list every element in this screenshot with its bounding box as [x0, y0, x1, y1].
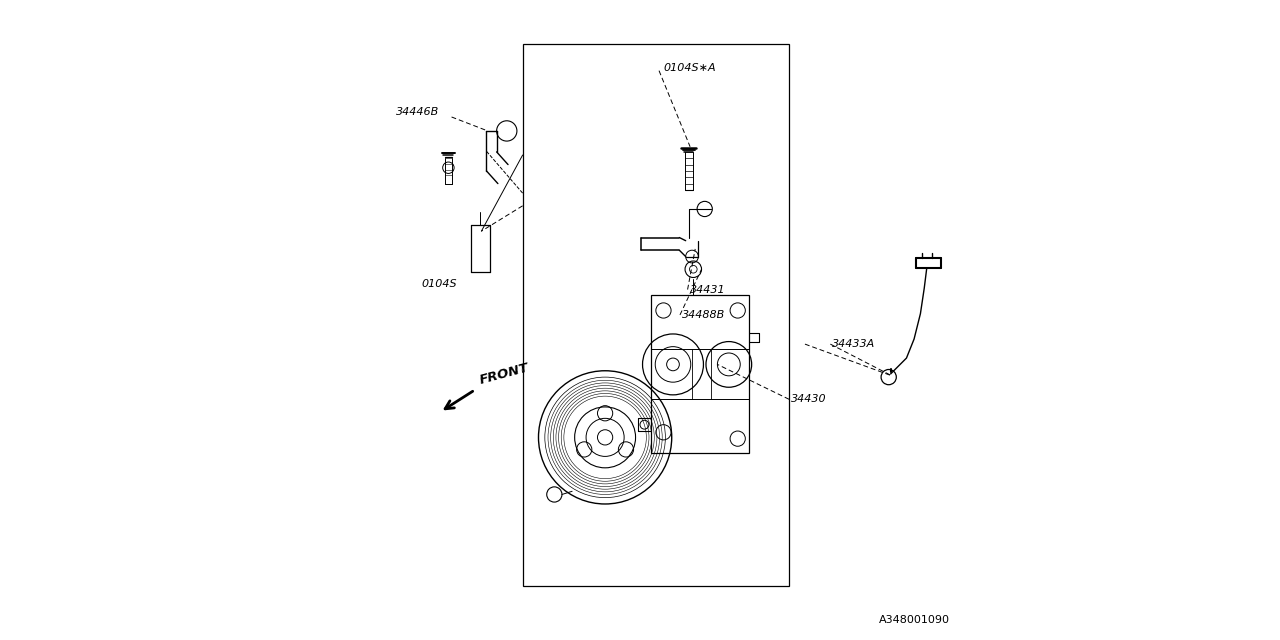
- Text: FRONT: FRONT: [479, 361, 530, 387]
- Text: 34446B: 34446B: [396, 107, 439, 117]
- Text: 34430: 34430: [791, 394, 827, 404]
- Text: 34488B: 34488B: [682, 310, 726, 320]
- Text: 0104S∗A: 0104S∗A: [663, 63, 716, 73]
- Text: 34431: 34431: [690, 285, 724, 295]
- Text: A348001090: A348001090: [878, 614, 950, 625]
- Text: 34433A: 34433A: [832, 339, 876, 349]
- Text: 0104S: 0104S: [421, 279, 457, 289]
